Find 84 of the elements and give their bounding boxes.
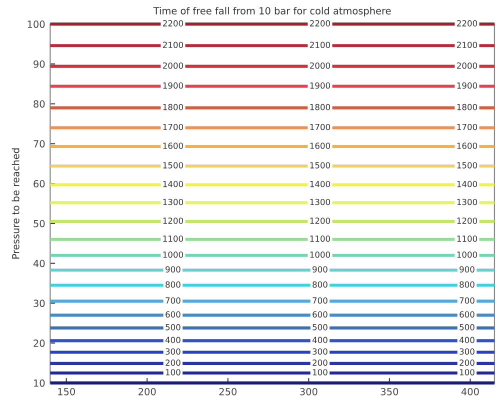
annotation: 500 bbox=[166, 324, 180, 330]
y-tick-label: 80 bbox=[34, 100, 45, 108]
x-tick-label: 300 bbox=[300, 388, 318, 396]
annotation: 1900 bbox=[457, 82, 478, 89]
annotation: 1800 bbox=[163, 104, 184, 110]
annotation: 2000 bbox=[457, 62, 478, 69]
annotation: 1500 bbox=[163, 162, 184, 168]
annotation: 600 bbox=[312, 311, 328, 318]
annotation: 1000 bbox=[457, 251, 478, 258]
x-tick-label: 200 bbox=[138, 388, 156, 396]
annotation: 700 bbox=[460, 297, 474, 304]
annotation: 800 bbox=[460, 281, 474, 288]
annotation: 1700 bbox=[310, 124, 330, 130]
annotation: 1300 bbox=[310, 198, 330, 206]
annotation: 2200 bbox=[457, 20, 478, 26]
x-tick-label: 350 bbox=[380, 388, 398, 396]
chart-title: Time of free fall from 10 bar for cold atmosphere bbox=[153, 6, 391, 16]
annotation: 600 bbox=[166, 311, 180, 318]
annotation: 1100 bbox=[457, 236, 478, 242]
annotation: 300 bbox=[460, 348, 474, 355]
annotation: 2100 bbox=[162, 42, 184, 48]
annotation: 1900 bbox=[163, 82, 184, 89]
annotation: 900 bbox=[166, 266, 180, 273]
annotation: 1600 bbox=[457, 142, 478, 149]
y-tick-label: 30 bbox=[34, 300, 45, 308]
annotation: 100 bbox=[166, 369, 180, 376]
annotation: 500 bbox=[460, 324, 474, 330]
y-tick-label: 20 bbox=[34, 340, 45, 347]
annotation: 1700 bbox=[457, 124, 478, 130]
annotation: 1500 bbox=[310, 162, 330, 168]
annotation: 1200 bbox=[457, 218, 478, 224]
annotation: 1400 bbox=[163, 180, 184, 188]
annotation: 1300 bbox=[457, 198, 478, 206]
y-tick-label: 40 bbox=[33, 260, 45, 268]
annotation: 100 bbox=[460, 369, 474, 376]
annotation: 700 bbox=[166, 297, 180, 304]
annotation: 300 bbox=[312, 348, 328, 355]
annotation: 800 bbox=[312, 281, 328, 288]
annotation: 700 bbox=[312, 297, 328, 304]
annotation: 500 bbox=[312, 324, 328, 330]
y-tick-label: 50 bbox=[34, 220, 45, 228]
x-tick-label: 250 bbox=[219, 388, 237, 396]
annotation: 2100 bbox=[310, 42, 330, 48]
annotation: 300 bbox=[166, 348, 180, 355]
x-tick-label: 150 bbox=[58, 388, 75, 396]
annotation: 1600 bbox=[163, 142, 184, 149]
x-tick-label: 400 bbox=[461, 388, 479, 396]
annotation: 1000 bbox=[310, 251, 330, 258]
annotation: 1800 bbox=[457, 104, 478, 110]
annotation: 1200 bbox=[163, 218, 184, 224]
annotation: 1000 bbox=[163, 251, 184, 258]
annotation: 400 bbox=[165, 336, 180, 344]
annotation: 1800 bbox=[310, 104, 330, 110]
annotation: 400 bbox=[312, 336, 328, 344]
annotation: 1900 bbox=[310, 82, 330, 89]
y-tick-label: 70 bbox=[34, 140, 45, 148]
annotation: 1400 bbox=[310, 180, 330, 188]
annotation: 1600 bbox=[310, 142, 330, 149]
annotation: 1400 bbox=[457, 180, 478, 188]
annotation: 800 bbox=[166, 281, 180, 288]
annotation: 1200 bbox=[310, 218, 330, 224]
annotation: 100 bbox=[312, 369, 328, 376]
annotation: 1100 bbox=[310, 236, 330, 242]
annotation: 400 bbox=[459, 336, 474, 344]
annotation: 1500 bbox=[457, 162, 478, 168]
annotation: 1100 bbox=[163, 236, 184, 242]
annotation: 200 bbox=[460, 360, 474, 366]
annotation: 200 bbox=[166, 360, 180, 366]
annotation: 2100 bbox=[457, 42, 478, 48]
annotation: 1300 bbox=[163, 198, 184, 206]
y-axis-title: Pressure to be reached bbox=[12, 148, 20, 259]
annotation: 900 bbox=[312, 266, 328, 273]
annotation: 600 bbox=[460, 311, 474, 318]
y-tick-label: 100 bbox=[28, 20, 45, 28]
annotation: 2200 bbox=[310, 20, 330, 26]
y-tick-label: 60 bbox=[34, 180, 45, 188]
y-tick-label: 90 bbox=[34, 60, 45, 68]
annotation: 900 bbox=[460, 266, 474, 273]
annotation: 2000 bbox=[162, 62, 184, 69]
annotation: 2000 bbox=[310, 62, 330, 69]
y-tick-label: 10 bbox=[34, 379, 45, 387]
annotation: 1700 bbox=[163, 124, 184, 130]
annotation: 2200 bbox=[162, 20, 184, 26]
annotation: 200 bbox=[312, 360, 328, 366]
